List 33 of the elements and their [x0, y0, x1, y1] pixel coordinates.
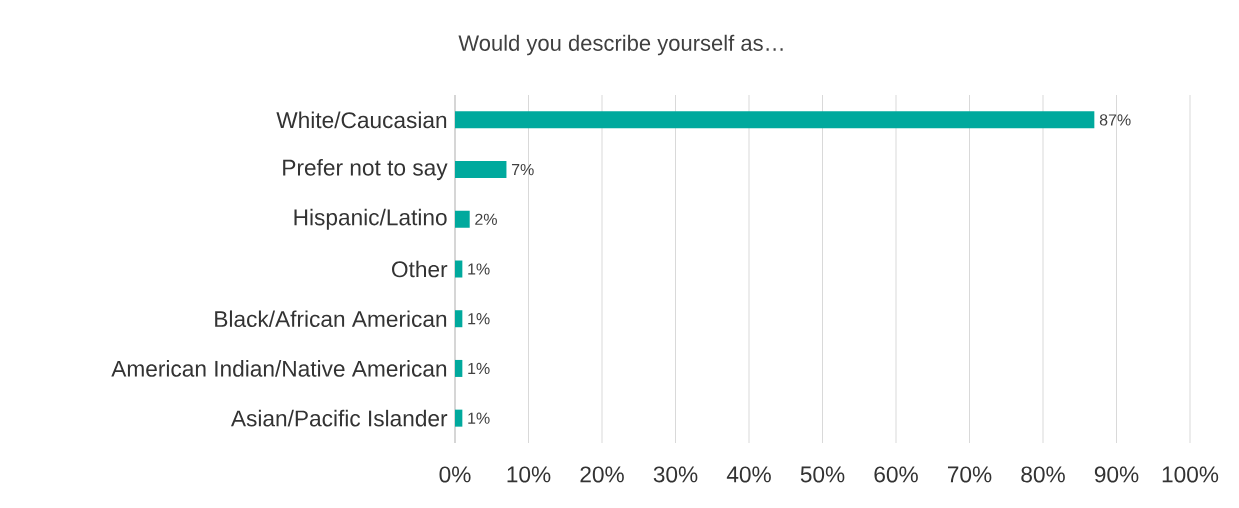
x-tick-label: 20%: [580, 466, 624, 483]
bar: [455, 111, 1095, 129]
bar: [455, 409, 463, 427]
data-label: 87%: [1099, 114, 1131, 126]
data-label: 2%: [475, 213, 497, 225]
x-tick-label: 60%: [874, 466, 918, 483]
x-tick-label: 80%: [1021, 466, 1065, 483]
y-tick-label: Asian/Pacific Islander: [230, 409, 448, 427]
x-tick-label: 90%: [1094, 466, 1139, 483]
bar: [455, 359, 463, 377]
x-tick-label: 30%: [653, 466, 698, 483]
bar: [455, 260, 463, 278]
x-tick-label: 0%: [439, 466, 471, 483]
x-tick-label: 70%: [947, 466, 992, 483]
data-label: 1%: [468, 362, 490, 375]
chart-title: Would you describe yourself as…: [458, 34, 783, 56]
bar: [455, 161, 507, 179]
data-label: 1%: [468, 313, 490, 325]
y-tick-label: American Indian/Native American: [111, 360, 447, 377]
x-tick-label: 40%: [726, 466, 771, 483]
data-label: 1%: [468, 412, 490, 424]
y-tick-label: Prefer not to say: [283, 159, 448, 181]
y-tick-label: White/Caucasian: [276, 111, 447, 129]
data-label: 7%: [511, 163, 534, 176]
y-tick-label: Other: [392, 260, 448, 278]
y-tick-label: Hispanic/Latino: [294, 208, 447, 230]
data-label: 1%: [468, 263, 490, 275]
bar: [455, 310, 463, 328]
x-tick-label: 100%: [1162, 466, 1219, 483]
y-tick-label: Black/African American: [215, 310, 447, 328]
bar: [455, 210, 470, 228]
x-tick-label: 50%: [800, 466, 845, 483]
x-tick-label: 10%: [507, 466, 551, 483]
